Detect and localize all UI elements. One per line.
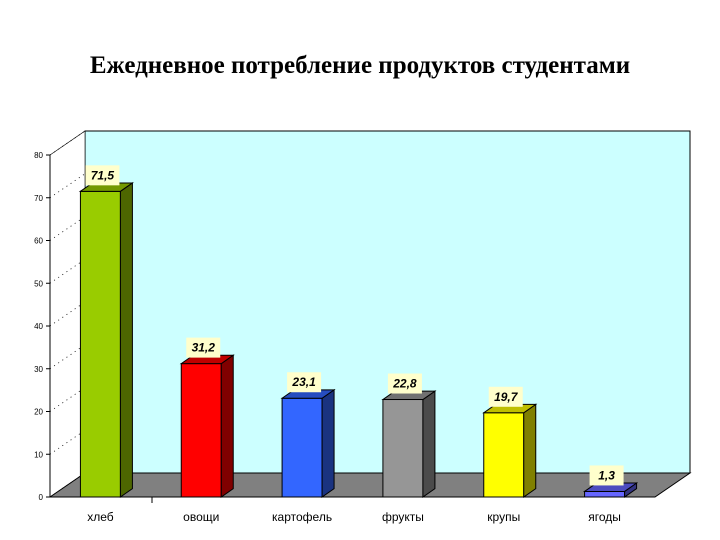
y-tick-label: 0 — [39, 493, 44, 502]
bar — [482, 403, 538, 498]
data-label-text: 22,8 — [392, 377, 417, 391]
side-gridline — [49, 387, 86, 412]
labels-layer: 71,5 хлеб 31,2 овощи 23,1 картофель 22,8 фрукты… — [85, 165, 624, 524]
bar-front — [79, 190, 121, 498]
x-tick-label: крупы — [487, 510, 520, 524]
data-label: 19,7 — [488, 386, 523, 407]
bar-side — [523, 403, 537, 498]
y-tick-label: 60 — [34, 237, 43, 246]
y-tick-label: 50 — [34, 279, 43, 288]
side-wall — [49, 130, 86, 498]
data-label-text: 31,2 — [192, 341, 216, 355]
bar — [280, 388, 336, 498]
bar-front — [281, 397, 323, 498]
x-tick-label: фрукты — [382, 510, 424, 524]
side-gridline — [49, 258, 86, 284]
side-gridline — [49, 472, 86, 498]
x-tick-label: овощи — [183, 510, 219, 524]
y-tick-label: 70 — [34, 194, 43, 203]
bar — [78, 181, 135, 498]
bar-front — [180, 363, 222, 498]
side-gridline — [49, 130, 86, 156]
data-label-box — [488, 386, 523, 407]
bar-side — [422, 390, 436, 498]
data-label-box — [387, 373, 422, 394]
data-label-text: 23,1 — [291, 375, 316, 389]
bar-side — [220, 354, 234, 498]
data-label-box — [287, 372, 322, 393]
data-label-text: 19,7 — [494, 390, 519, 404]
data-label-box — [85, 165, 120, 186]
bar-side — [119, 181, 133, 498]
side-gridline — [49, 216, 86, 241]
y-tick-label: 10 — [34, 450, 43, 459]
side-gridline — [49, 173, 86, 199]
bar-side — [321, 388, 335, 498]
x-tick-label: ягоды — [588, 510, 621, 524]
y-tick-label: 80 — [34, 151, 43, 160]
y-tick-label: 20 — [34, 408, 43, 417]
data-label-box — [589, 465, 624, 486]
y-tick-label: 40 — [34, 322, 43, 331]
data-label-text: 1,3 — [598, 468, 615, 482]
data-label: 71,5 — [85, 165, 120, 186]
data-label: 31,2 — [186, 337, 221, 358]
bar-front — [382, 399, 424, 498]
side-gridline — [49, 429, 86, 455]
bar-front — [483, 412, 525, 498]
side-gridline — [49, 344, 86, 370]
y-tick-label: 30 — [34, 365, 43, 374]
x-tick-label: хлеб — [87, 510, 114, 524]
side-gridline — [49, 301, 86, 327]
data-label-box — [186, 337, 221, 358]
chart-title: Ежедневное потребление продуктов студент… — [89, 52, 631, 79]
data-label-text: 71,5 — [91, 168, 115, 182]
data-label: 23,1 — [287, 372, 322, 393]
data-label: 22,8 — [387, 373, 422, 394]
bar-front — [584, 490, 626, 498]
bar — [381, 390, 437, 498]
bar — [179, 354, 235, 498]
x-tick-label: картофель — [272, 510, 332, 524]
data-label: 1,3 — [589, 465, 624, 486]
